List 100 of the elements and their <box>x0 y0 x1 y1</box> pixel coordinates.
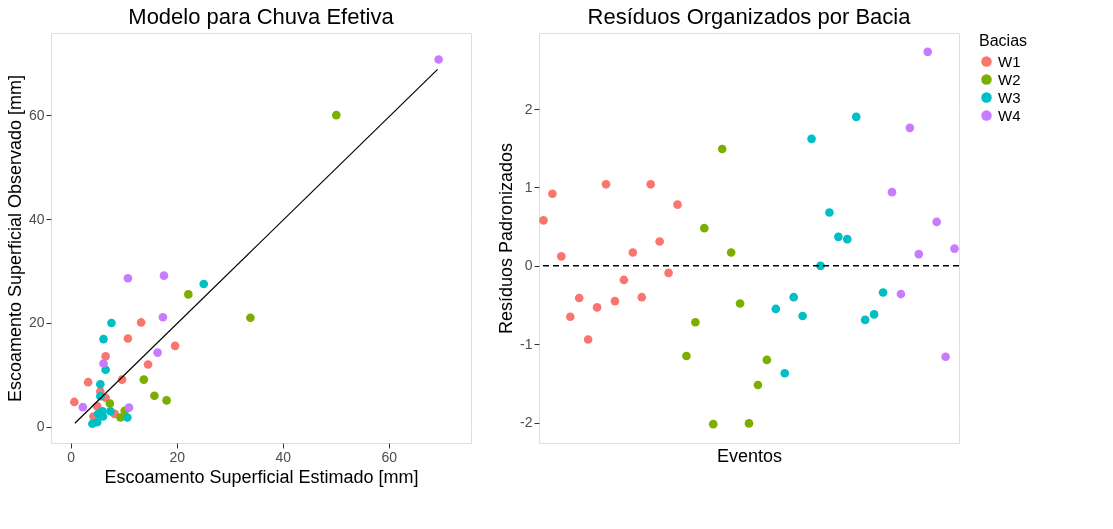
point <box>98 412 108 421</box>
point <box>691 317 700 327</box>
point <box>548 189 557 199</box>
point <box>150 391 159 401</box>
point <box>184 290 193 299</box>
point <box>331 110 341 120</box>
y-tick-label: 1 <box>524 178 533 195</box>
y-tick-label: 0 <box>524 257 533 274</box>
point <box>950 244 959 253</box>
point <box>762 355 772 365</box>
point <box>99 359 108 368</box>
point <box>107 318 116 328</box>
point <box>574 293 584 303</box>
y-tick-label: 0 <box>36 418 45 435</box>
legend-label: W1 <box>998 52 1021 70</box>
point <box>664 268 673 278</box>
point <box>95 379 105 389</box>
point <box>601 179 611 189</box>
point <box>162 396 171 405</box>
point <box>628 248 638 257</box>
point <box>539 216 548 225</box>
point <box>708 419 718 429</box>
point <box>905 123 915 133</box>
point <box>139 375 149 384</box>
y-tick-label: 60 <box>28 106 45 123</box>
x-tick-label: 40 <box>275 448 292 465</box>
point <box>199 279 209 289</box>
legend-label: W3 <box>998 88 1021 106</box>
point <box>717 144 727 154</box>
legend-title: Bacias <box>979 32 1028 49</box>
point <box>860 315 870 325</box>
point <box>592 303 602 312</box>
chart-title: Resíduos Organizados por Bacia <box>587 4 912 29</box>
point <box>78 402 88 412</box>
point <box>92 417 102 427</box>
point <box>834 232 843 242</box>
point <box>646 179 656 189</box>
y-tick-label: -2 <box>520 414 533 431</box>
x-axis-title: Eventos <box>716 445 783 466</box>
point <box>655 237 664 246</box>
point <box>682 351 691 361</box>
point <box>557 252 566 261</box>
x-tick-label: 60 <box>381 448 398 465</box>
y-tick-label: 20 <box>28 314 45 331</box>
point <box>780 368 790 378</box>
point <box>673 200 682 209</box>
point <box>610 296 620 306</box>
point <box>878 288 888 297</box>
point <box>246 313 255 323</box>
point <box>914 249 924 259</box>
point <box>851 112 861 122</box>
point <box>583 335 593 344</box>
x-tick-label: 20 <box>169 448 186 465</box>
y-axis-title: Resíduos Padronizados <box>496 142 517 335</box>
legend-label: W2 <box>998 70 1021 88</box>
point <box>932 217 941 227</box>
point <box>123 334 133 343</box>
point <box>124 403 134 412</box>
point <box>699 223 709 233</box>
y-tick-label: 2 <box>524 100 533 117</box>
point <box>753 380 763 390</box>
point <box>842 234 852 244</box>
point <box>825 208 834 217</box>
point <box>159 271 169 280</box>
y-tick-label: -1 <box>520 335 533 352</box>
point <box>789 292 799 302</box>
point <box>170 341 180 351</box>
point <box>136 318 146 327</box>
point <box>637 292 647 302</box>
point <box>941 352 950 362</box>
point <box>123 273 133 283</box>
point <box>896 289 906 299</box>
y-tick-label: 40 <box>28 210 45 227</box>
x-axis-title: Escoamento Superficial Estimado [mm] <box>104 466 419 487</box>
point <box>434 55 443 64</box>
point <box>143 360 153 369</box>
point <box>70 397 79 407</box>
point <box>83 377 93 387</box>
y-axis-title: Escoamento Superficial Observado [mm] <box>4 74 25 403</box>
point <box>158 312 168 322</box>
point <box>771 304 781 314</box>
point <box>99 334 108 344</box>
point <box>101 351 110 361</box>
point <box>619 275 629 285</box>
point <box>565 312 575 322</box>
point <box>807 134 816 144</box>
point <box>735 299 745 308</box>
point <box>869 310 879 319</box>
point <box>744 419 754 428</box>
point <box>923 47 933 57</box>
chart-title: Modelo para Chuva Efetiva <box>128 4 395 29</box>
point <box>105 399 115 408</box>
x-tick-label: 0 <box>67 448 76 465</box>
point <box>123 413 132 422</box>
point <box>153 348 162 357</box>
legend-label: W4 <box>998 106 1021 124</box>
point <box>106 406 115 416</box>
point <box>798 311 807 321</box>
point <box>726 248 736 257</box>
point <box>887 187 897 197</box>
